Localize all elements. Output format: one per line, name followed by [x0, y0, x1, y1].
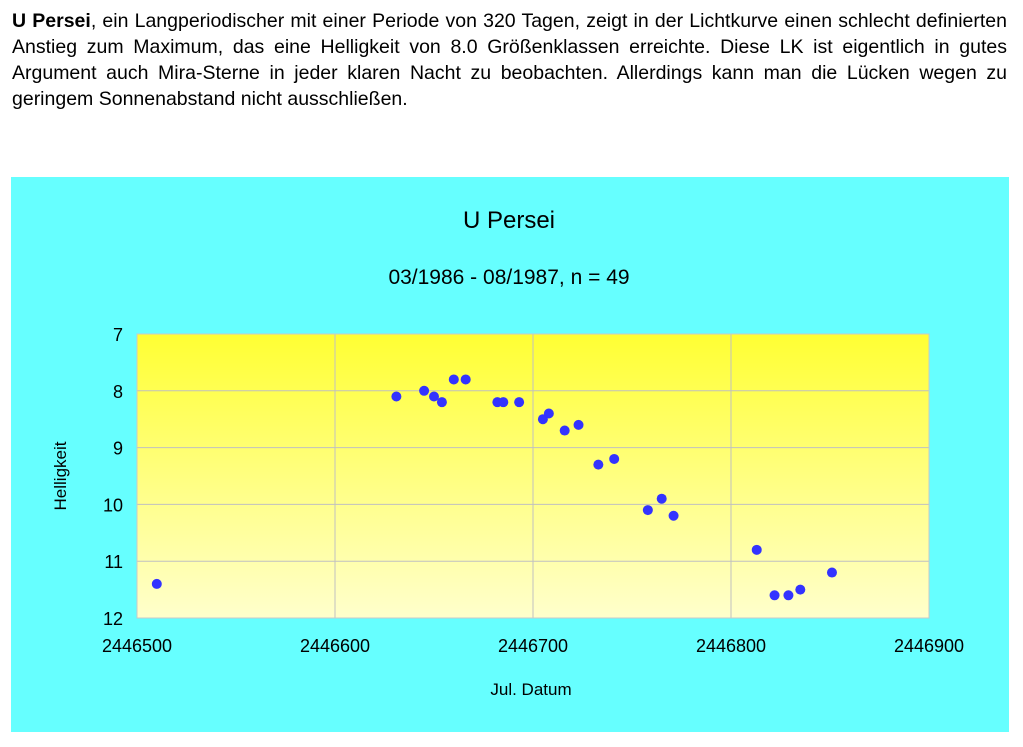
data-point — [151, 578, 162, 589]
lightcurve-chart: U Persei 03/1986 - 08/1987, n = 49 24465… — [51, 207, 964, 699]
data-point — [391, 391, 402, 402]
x-tick-label: 2446600 — [300, 636, 370, 656]
data-point — [419, 385, 430, 396]
x-tick-label: 2446900 — [894, 636, 964, 656]
x-tick-label: 2446700 — [498, 636, 568, 656]
data-point — [642, 505, 653, 516]
data-point — [559, 425, 570, 436]
y-axis-label: Helligkeit — [51, 441, 70, 510]
data-point — [448, 374, 459, 385]
data-point — [573, 419, 584, 430]
data-point — [460, 374, 471, 385]
y-tick-label: 9 — [113, 439, 123, 459]
y-tick-label: 10 — [103, 495, 123, 515]
chart-title: U Persei — [463, 207, 555, 234]
x-axis-label: Jul. Datum — [490, 680, 571, 699]
intro-text: , ein Langperiodischer mit einer Periode… — [12, 10, 1007, 110]
data-point — [609, 453, 620, 464]
data-point — [751, 544, 762, 555]
chart-panel: U Persei 03/1986 - 08/1987, n = 49 24465… — [11, 177, 1009, 732]
data-point — [769, 590, 780, 601]
data-point — [795, 584, 806, 595]
y-axis: 7 8 9 10 11 12 — [103, 325, 123, 629]
intro-paragraph: U Persei, ein Langperiodischer mit einer… — [12, 8, 1007, 112]
data-point — [783, 590, 794, 601]
x-tick-label: 2446800 — [696, 636, 766, 656]
y-tick-label: 7 — [113, 325, 123, 345]
data-point — [668, 510, 679, 521]
data-point — [656, 493, 667, 504]
data-point — [498, 397, 509, 408]
y-tick-label: 11 — [104, 552, 123, 572]
plot-border — [136, 333, 930, 619]
x-axis: 2446500 2446600 2446700 2446800 2446900 — [102, 636, 964, 656]
data-point — [514, 397, 525, 408]
y-tick-label: 12 — [103, 609, 123, 629]
data-point — [429, 391, 439, 402]
data-points — [151, 374, 837, 601]
data-point — [436, 397, 447, 408]
intro-star-name: U Persei — [12, 10, 91, 32]
chart-subtitle: 03/1986 - 08/1987, n = 49 — [388, 266, 629, 289]
data-point — [543, 408, 554, 419]
data-point — [593, 459, 604, 470]
data-point — [826, 567, 837, 578]
y-tick-label: 8 — [113, 382, 123, 402]
x-tick-label: 2446500 — [102, 636, 172, 656]
